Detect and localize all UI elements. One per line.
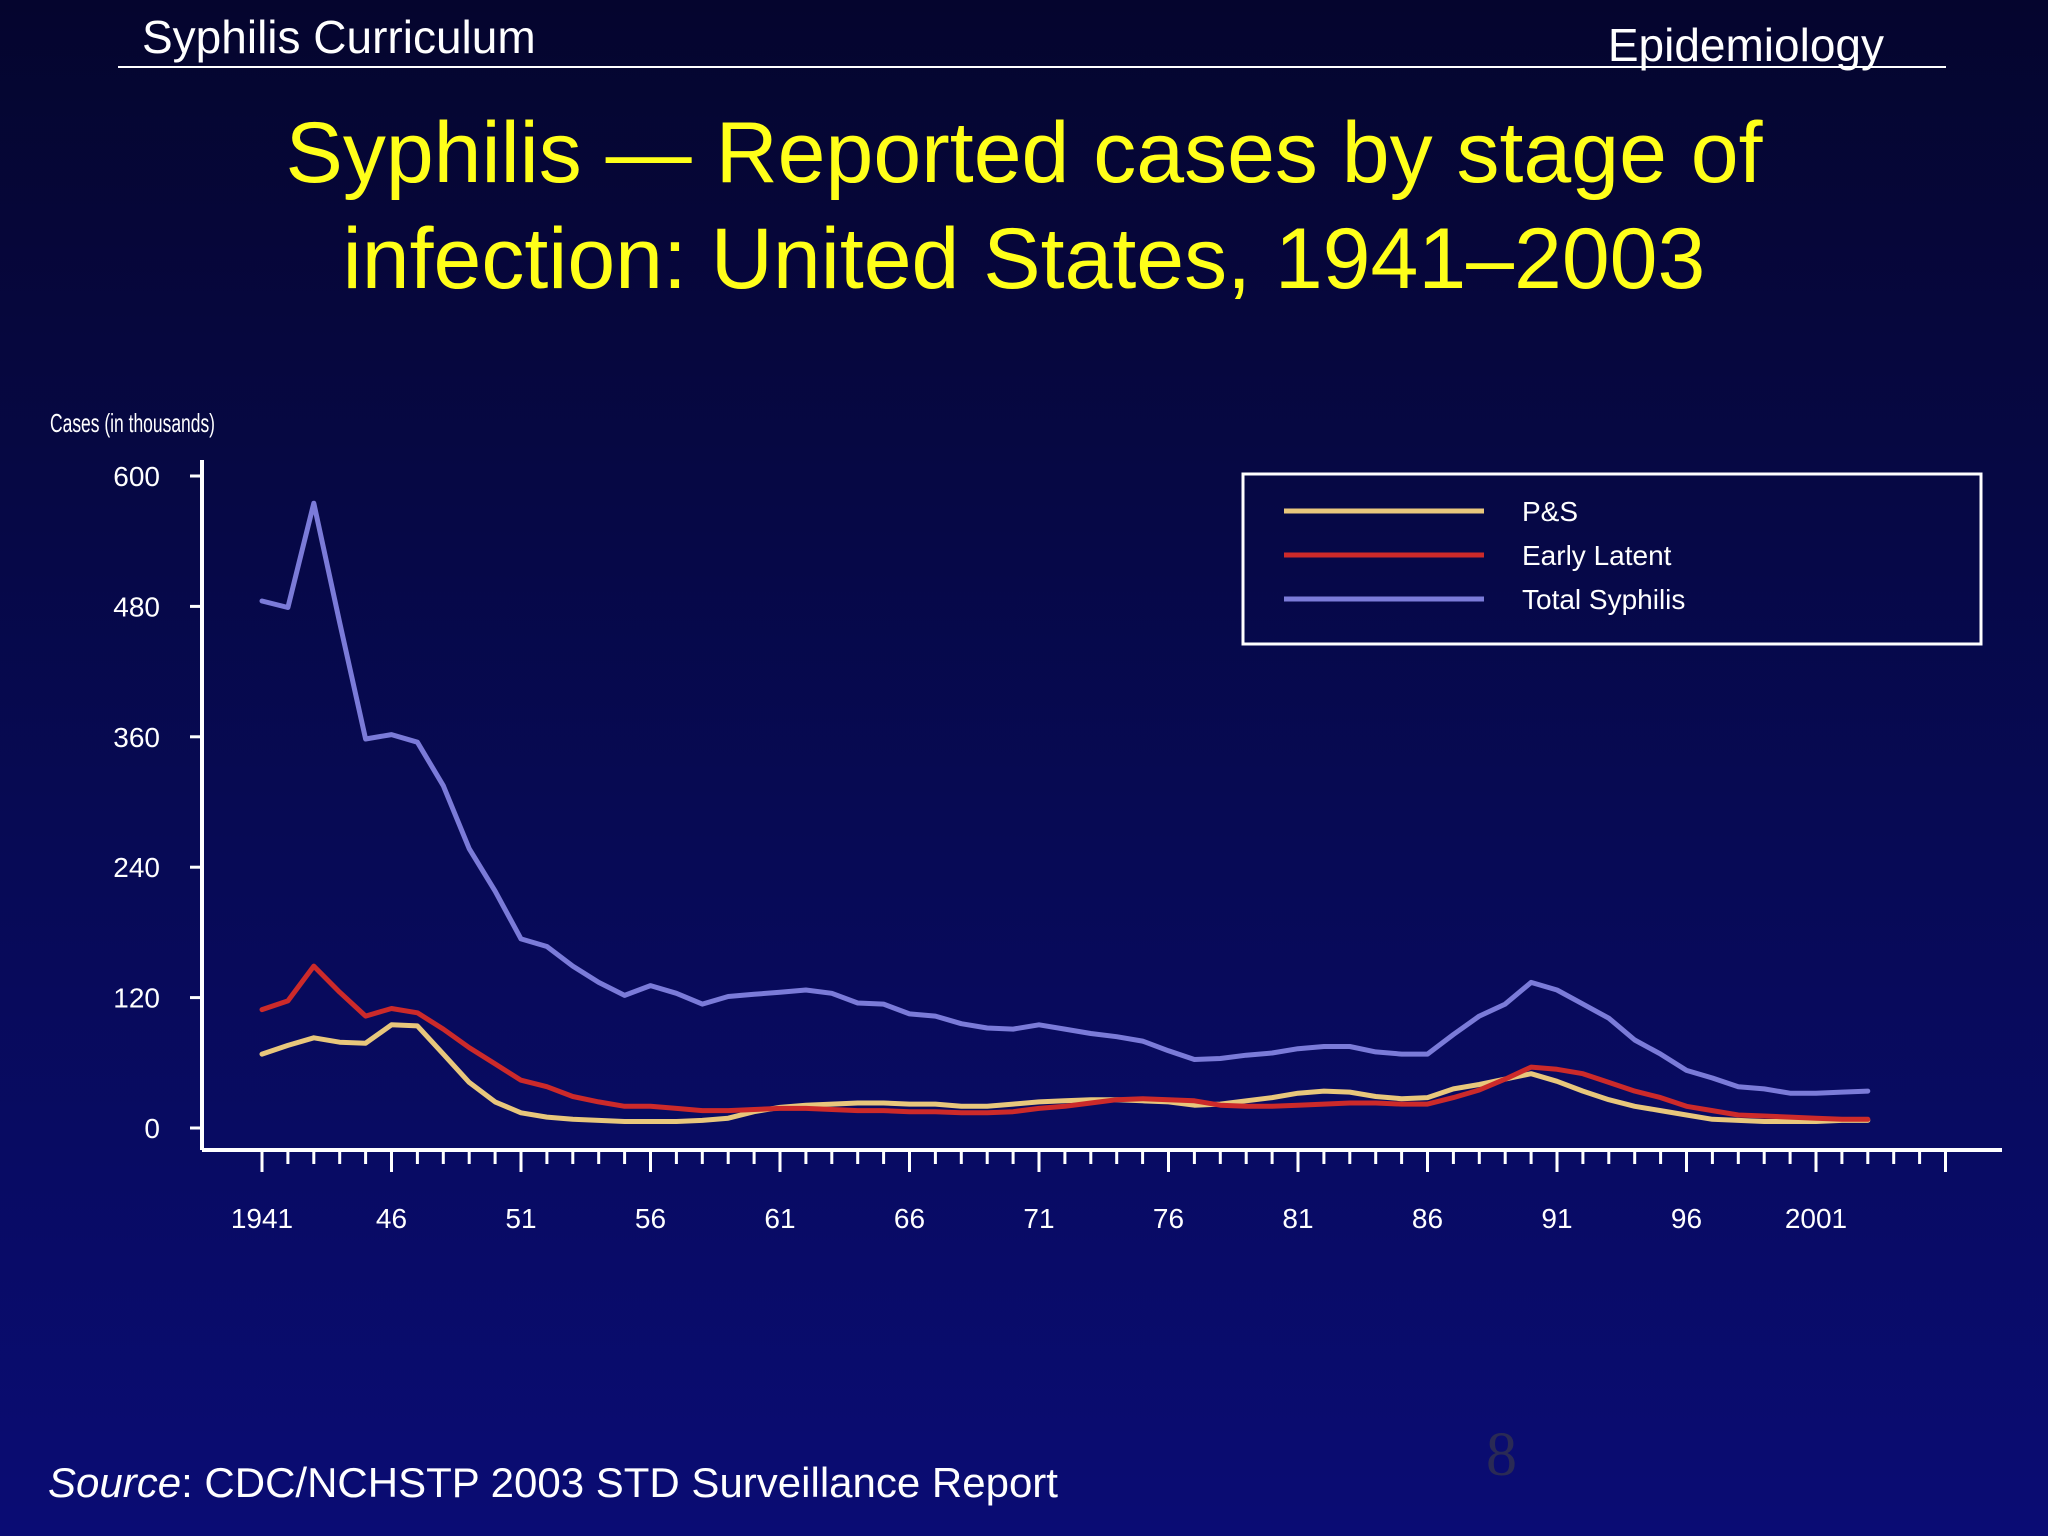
x-tick-label: 91 xyxy=(1541,1203,1572,1234)
y-tick-label: 120 xyxy=(113,983,160,1014)
slide-title-line-1: Syphilis — Reported cases by stage of xyxy=(285,105,1763,201)
y-tick-label: 240 xyxy=(113,852,160,883)
legend-label-early-latent: Early Latent xyxy=(1522,540,1672,571)
x-tick-label: 76 xyxy=(1153,1203,1184,1234)
x-tick-label: 61 xyxy=(764,1203,795,1234)
series-line-p-s xyxy=(259,1022,1871,1124)
y-axis-label: Cases (in thousands) xyxy=(50,408,215,438)
y-tick-label: 0 xyxy=(144,1113,160,1144)
legend-label-total-syphilis: Total Syphilis xyxy=(1522,584,1685,615)
slide-title-line-2: infection: United States, 1941–2003 xyxy=(342,211,1706,307)
x-tick-label: 46 xyxy=(376,1203,407,1234)
legend-label-p-s: P&S xyxy=(1522,496,1578,527)
header-section-title: Epidemiology xyxy=(1607,19,1884,71)
slide-title: Syphilis — Reported cases by stage of in… xyxy=(0,100,2048,312)
x-tick-label: 71 xyxy=(1023,1203,1054,1234)
x-tick-label: 81 xyxy=(1282,1203,1313,1234)
source-text: : CDC/NCHSTP 2003 STD Surveillance Repor… xyxy=(181,1459,1058,1506)
header-divider xyxy=(118,66,1946,68)
series-line-early-latent xyxy=(259,963,1871,1122)
slide-number: 8 xyxy=(1486,1421,1517,1489)
x-tick-label: 66 xyxy=(894,1203,925,1234)
x-tick-label: 86 xyxy=(1412,1203,1443,1234)
series-line-total-syphilis xyxy=(259,500,1871,1096)
header-course-title: Syphilis Curriculum xyxy=(142,11,536,63)
x-tick-label: 51 xyxy=(505,1203,536,1234)
y-tick-label: 600 xyxy=(113,461,160,492)
y-tick-label: 480 xyxy=(113,591,160,622)
x-tick-label: 2001 xyxy=(1785,1203,1847,1234)
legend-box xyxy=(1241,472,1983,646)
source-label: Source xyxy=(48,1459,182,1506)
x-tick-label: 56 xyxy=(635,1203,666,1234)
x-tick-label: 96 xyxy=(1671,1203,1702,1234)
y-tick-label: 360 xyxy=(113,722,160,753)
source-citation: Source: CDC/NCHSTP 2003 STD Surveillance… xyxy=(48,1462,1058,1504)
x-tick-label: 1941 xyxy=(231,1203,293,1234)
